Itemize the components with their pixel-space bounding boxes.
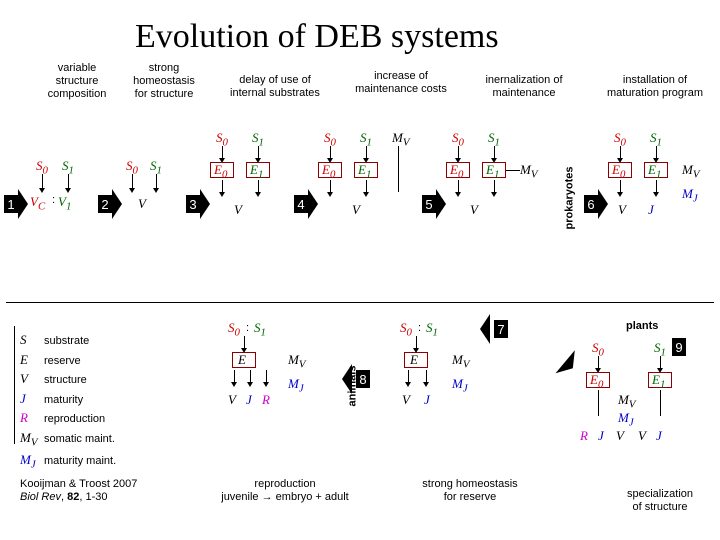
legend: Ssubstrate Ereserve Vstructure Jmaturity… xyxy=(20,330,116,473)
badge-3: 3 xyxy=(186,195,200,213)
badge-6: 6 xyxy=(584,195,598,213)
arrow-9 xyxy=(556,350,583,379)
badge-7: 7 xyxy=(494,320,508,338)
repro-label: reproductionjuvenile → embryo + adult xyxy=(200,478,370,504)
reserve-label: strong homeostasisfor reserve xyxy=(400,478,540,504)
plants-label: plants xyxy=(626,320,658,332)
arrow-4 xyxy=(308,189,318,219)
top-label-2: stronghomeostasisfor structure xyxy=(129,62,199,102)
top-label-6: installation ofmaturation program xyxy=(600,74,710,100)
top-label-4: increase ofmaintenance costs xyxy=(346,70,456,96)
badge-5: 5 xyxy=(422,195,436,213)
arrow-2 xyxy=(112,189,122,219)
citation: Kooijman & Troost 2007Biol Rev, 82, 1-30 xyxy=(20,478,180,504)
arrow-7 xyxy=(480,314,490,344)
specialization-label: specializationof structure xyxy=(610,488,710,514)
page-title: Evolution of DEB systems xyxy=(135,18,499,56)
prokaryotes-label: prokaryotes xyxy=(563,167,575,230)
top-label-5: inernalization ofmaintenance xyxy=(474,74,574,100)
arrow-8 xyxy=(342,364,352,394)
badge-4: 4 xyxy=(294,195,308,213)
top-label-3: delay of use ofinternal substrates xyxy=(220,74,330,100)
badge-8: 8 xyxy=(356,370,370,388)
arrow-6 xyxy=(598,189,608,219)
divider xyxy=(6,302,714,303)
top-label-1: variablestructurecomposition xyxy=(42,62,112,102)
badge-9: 9 xyxy=(672,338,686,356)
badge-2: 2 xyxy=(98,195,112,213)
arrow-5 xyxy=(436,189,446,219)
arrow-3 xyxy=(200,189,210,219)
badge-1: 1 xyxy=(4,195,18,213)
legend-line xyxy=(14,326,15,444)
arrow-1 xyxy=(18,189,28,219)
